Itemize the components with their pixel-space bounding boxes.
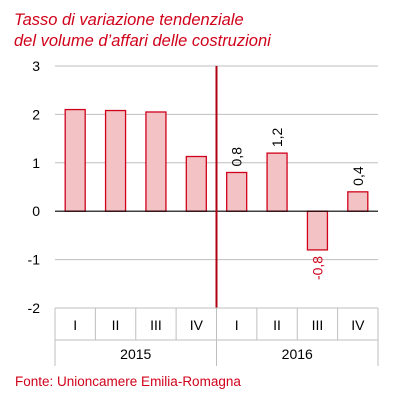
y-tick-label: 2 bbox=[32, 106, 40, 122]
bar bbox=[347, 191, 369, 212]
data-label: 1,2 bbox=[269, 127, 285, 147]
x-tick-label: I bbox=[235, 317, 239, 333]
source-note: Fonte: Unioncamere Emilia-Romagna bbox=[15, 374, 241, 389]
x-tick-label: II bbox=[112, 317, 120, 333]
chart-title-line-2: del volume d’affari delle costruzioni bbox=[14, 32, 271, 50]
y-tick-label: -2 bbox=[28, 300, 41, 316]
y-tick-label: 1 bbox=[32, 155, 40, 171]
chart-title-line-1: Tasso di variazione tendenziale bbox=[14, 11, 244, 29]
bar bbox=[266, 152, 288, 212]
bar bbox=[306, 210, 329, 251]
x-tick-label: II bbox=[273, 317, 281, 333]
bar bbox=[226, 171, 248, 212]
x-tick-label: III bbox=[312, 317, 324, 333]
y-tick-label: 0 bbox=[32, 203, 40, 219]
x-tick-label: IV bbox=[190, 317, 204, 333]
bar bbox=[104, 109, 127, 212]
year-label: 2015 bbox=[120, 346, 151, 362]
bar bbox=[64, 108, 86, 212]
x-tick-label: III bbox=[150, 317, 162, 333]
y-tick-label: -1 bbox=[28, 252, 41, 268]
year-label: 2016 bbox=[282, 346, 313, 362]
data-label: 0,4 bbox=[350, 166, 366, 186]
chart-title: Tasso di variazione tendenziale del volu… bbox=[14, 10, 394, 52]
y-tick-label: 3 bbox=[32, 58, 40, 74]
bar bbox=[145, 111, 167, 212]
x-tick-label: I bbox=[73, 317, 77, 333]
data-label: 0,8 bbox=[229, 147, 245, 167]
bar bbox=[185, 155, 207, 212]
data-label: -0,8 bbox=[309, 256, 325, 280]
x-tick-label: IV bbox=[351, 317, 365, 333]
